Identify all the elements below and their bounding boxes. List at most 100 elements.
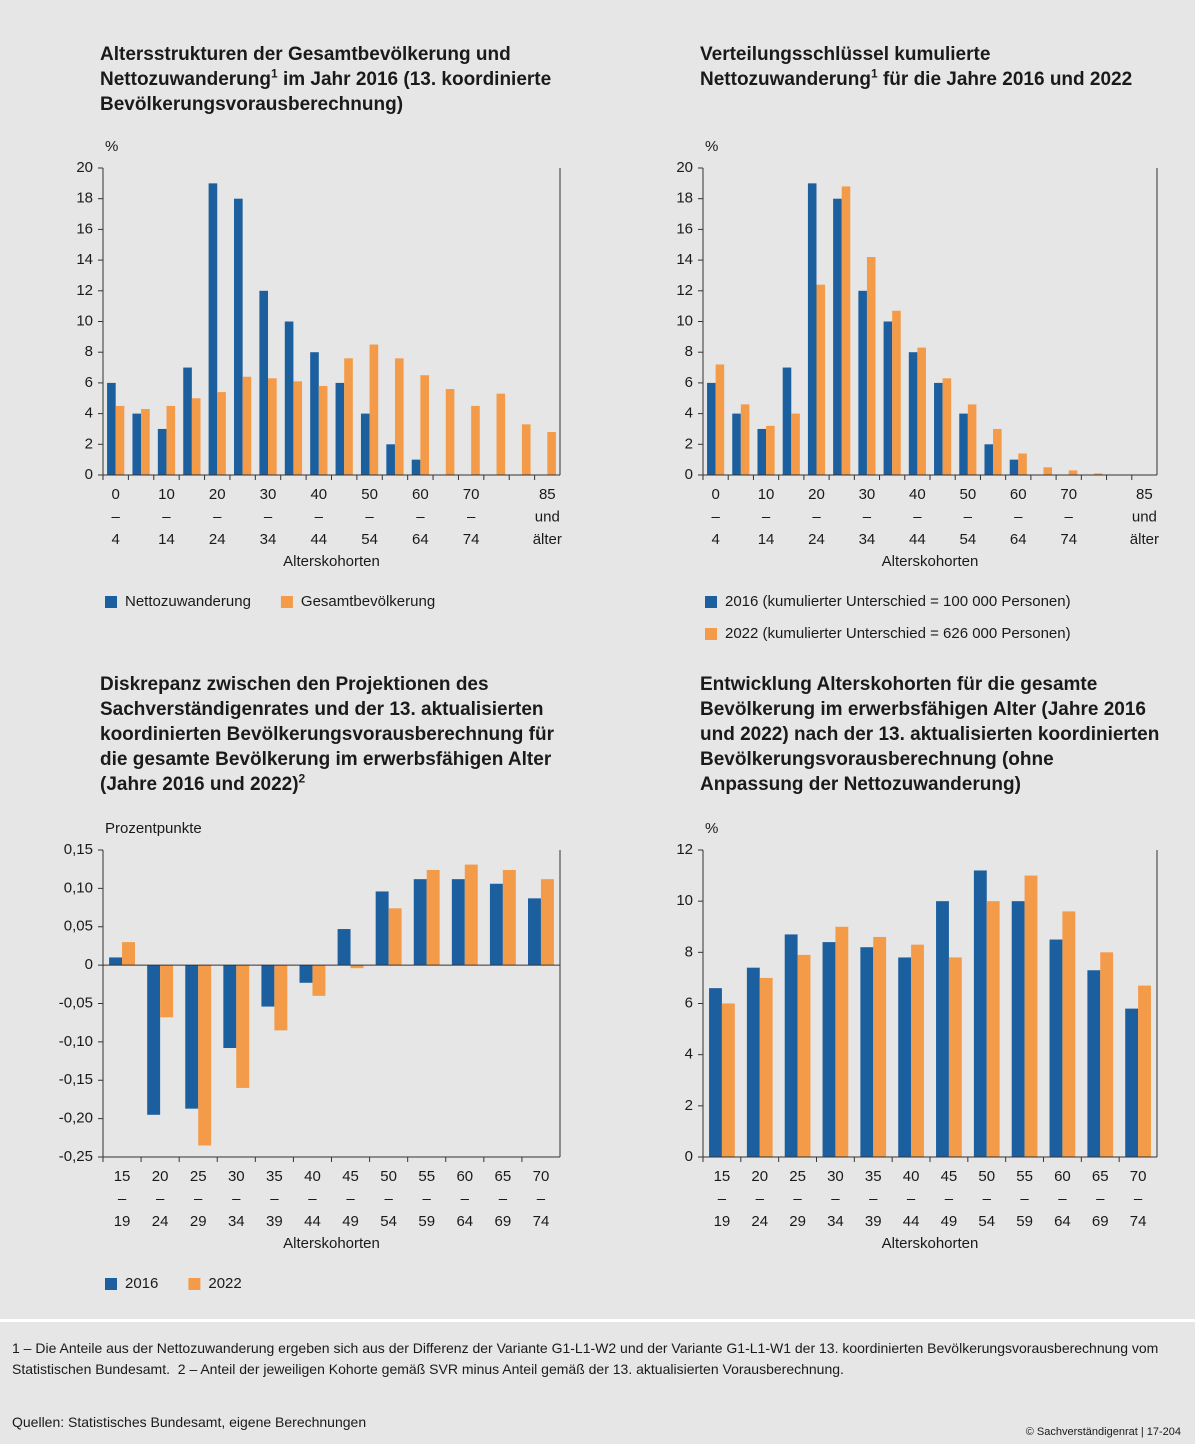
bar — [122, 942, 135, 966]
x-tick-label: und — [535, 508, 560, 525]
x-tick-label: 74 — [1060, 531, 1077, 548]
x-tick-label: 74 — [1130, 1213, 1147, 1230]
x-tick-label: – — [869, 1190, 878, 1207]
x-tick-label: 24 — [808, 531, 825, 548]
x-tick-label: – — [711, 508, 720, 525]
x-tick-label: – — [863, 508, 872, 525]
title-text: für die Jahre 2016 und 2022 — [877, 69, 1133, 90]
x-tick-label: 60 — [1054, 1168, 1071, 1185]
footnote-ref: 2 — [298, 771, 306, 786]
x-tick-label: – — [812, 508, 821, 525]
bar — [540, 879, 554, 966]
x-tick-label: 44 — [909, 531, 926, 548]
y-tick-label: 4 — [685, 1046, 693, 1063]
y-tick-label: 18 — [76, 190, 93, 207]
x-tick-label: älter — [1130, 531, 1159, 548]
x-tick-label: – — [118, 1190, 127, 1207]
bar — [274, 965, 288, 1031]
x-tick-label: 60 — [1010, 486, 1027, 503]
title-text: Verteilungsschlüssel kumulierte Nettozuw… — [700, 44, 991, 90]
x-tick-label: 85 — [539, 486, 556, 503]
x-tick-label: – — [1134, 1190, 1143, 1207]
bar — [502, 869, 516, 966]
bar — [740, 404, 750, 475]
bar — [757, 428, 767, 475]
bar — [471, 405, 480, 475]
bar — [236, 965, 250, 1088]
bar — [858, 290, 867, 475]
x-tick-label: 34 — [228, 1213, 245, 1230]
legend-swatch — [188, 1278, 201, 1290]
bar — [413, 879, 427, 966]
y-tick-label: 14 — [76, 251, 93, 268]
y-tick-label: 4 — [685, 405, 693, 422]
x-tick-label: 50 — [380, 1168, 397, 1185]
bar — [898, 957, 912, 1157]
x-tick-label: – — [423, 1190, 432, 1207]
x-tick-label: älter — [533, 531, 562, 548]
x-tick-label: 70 — [1060, 486, 1077, 503]
y-tick-label: 12 — [676, 282, 693, 299]
bar — [959, 413, 968, 475]
x-tick-label: 60 — [412, 486, 429, 503]
bar — [411, 459, 421, 475]
x-tick-label: 65 — [1092, 1168, 1109, 1185]
x-tick-label: 69 — [495, 1213, 512, 1230]
y-tick-label: 6 — [85, 374, 93, 391]
x-tick-label: 0 — [112, 486, 120, 503]
bar — [1009, 459, 1019, 475]
footnotes: 1 – Die Anteile aus der Nettozuwanderung… — [12, 1338, 1177, 1380]
x-axis-label: Alterskohorten — [882, 1235, 979, 1252]
y-tick-label: 10 — [676, 892, 693, 909]
x-tick-label: – — [964, 508, 973, 525]
bar — [337, 929, 351, 966]
bar — [791, 413, 800, 475]
bar — [259, 290, 269, 475]
copyright: © Sachverständigenrat | 17-204 — [1025, 1426, 1181, 1438]
x-tick-label: 44 — [310, 531, 327, 548]
x-tick-label: – — [308, 1190, 317, 1207]
y-tick-label: 0,10 — [64, 879, 93, 896]
x-tick-label: 20 — [808, 486, 825, 503]
x-tick-label: 29 — [789, 1213, 806, 1230]
bar — [318, 385, 328, 475]
x-tick-label: 30 — [827, 1168, 844, 1185]
x-tick-label: 45 — [941, 1168, 958, 1185]
bar — [445, 389, 455, 475]
x-tick-label: – — [112, 508, 121, 525]
bar — [1125, 1008, 1139, 1157]
x-tick-label: – — [365, 508, 374, 525]
bar — [816, 284, 826, 475]
x-tick-label: 0 — [711, 486, 719, 503]
bar — [521, 424, 531, 475]
bar — [835, 926, 849, 1157]
bar — [268, 378, 277, 475]
x-tick-label: 70 — [1130, 1168, 1147, 1185]
bar — [759, 977, 773, 1157]
x-axis-label: Alterskohorten — [882, 553, 979, 570]
bar — [547, 432, 556, 475]
bar — [115, 405, 125, 475]
bar — [198, 965, 212, 1146]
x-tick-label: 49 — [342, 1213, 359, 1230]
x-tick-label: 24 — [209, 531, 226, 548]
x-tick-label: 25 — [789, 1168, 806, 1185]
bar — [1049, 939, 1063, 1157]
x-tick-label: 45 — [342, 1168, 359, 1185]
bar — [807, 183, 817, 475]
x-tick-label: 40 — [903, 1168, 920, 1185]
x-tick-label: 30 — [859, 486, 876, 503]
x-tick-label: 4 — [112, 531, 120, 548]
x-tick-label: – — [793, 1190, 802, 1207]
x-tick-label: 10 — [758, 486, 775, 503]
y-tick-label: 14 — [676, 251, 693, 268]
x-tick-label: – — [983, 1190, 992, 1207]
x-tick-label: – — [270, 1190, 279, 1207]
y-tick-label: 0,05 — [64, 918, 93, 935]
y-tick-label: 0 — [85, 466, 93, 483]
x-tick-label: – — [718, 1190, 727, 1207]
bar — [1087, 970, 1101, 1157]
x-tick-label: 70 — [533, 1168, 550, 1185]
x-tick-label: – — [194, 1190, 203, 1207]
x-tick-label: 19 — [114, 1213, 131, 1230]
